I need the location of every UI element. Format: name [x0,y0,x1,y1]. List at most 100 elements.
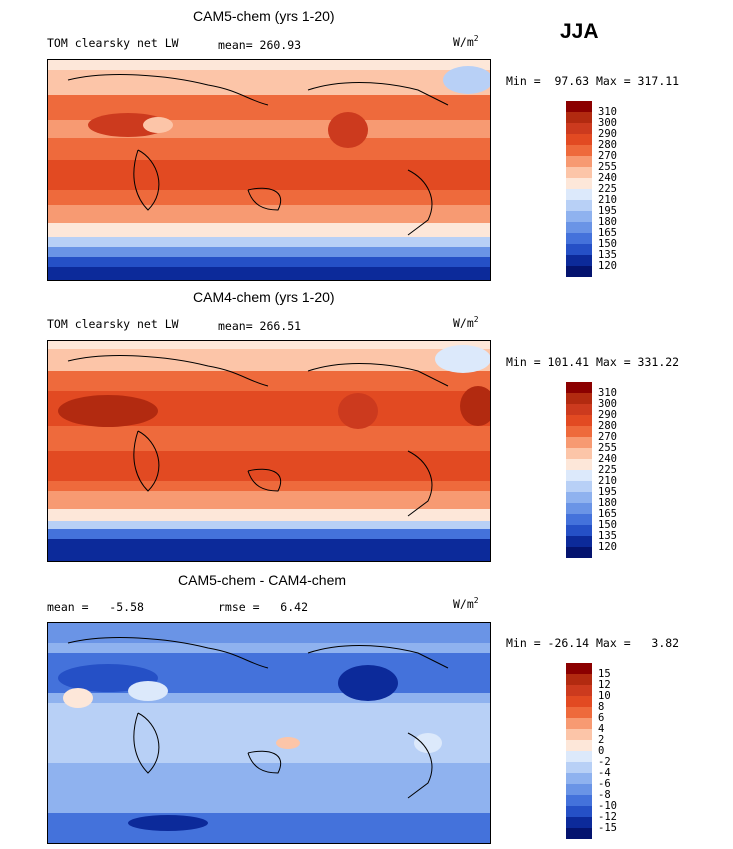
panel3-colorbar-label: -6 [598,778,611,790]
panel2-colorbar-cell [566,536,592,547]
panel2-title: CAM4-chem (yrs 1-20) [193,289,335,305]
panel2-colorbar-cell [566,470,592,481]
panel3-colorbar-label: -2 [598,756,611,768]
panel1-colorbar-label: 195 [598,205,617,217]
panel2-colorbar-label: 280 [598,420,617,432]
panel2-colorbar-label: 195 [598,486,617,498]
panel3-colorbar-cell [566,718,592,729]
panel1-colorbar-label: 290 [598,128,617,140]
panel3-colorbar-cell [566,828,592,839]
panel3-minmax: Min = -26.14 Max = 3.82 [506,636,680,650]
panel2-colorbar-label: 135 [598,530,617,542]
panel3-mean-label: mean = -5.58 [47,600,144,614]
panel1-colorbar-cell [566,178,592,189]
panel3-colorbar-cell [566,740,592,751]
panel3-colorbar-cell [566,696,592,707]
panel1-colorbar-label: 120 [598,260,617,272]
panel3-colorbar-cell [566,817,592,828]
panel3-units: W/m2 [453,596,479,611]
panel2-colorbar-cell [566,448,592,459]
panel1-colorbar-cell [566,211,592,222]
panel1-colorbar-cell [566,112,592,123]
panel3-map [47,622,491,844]
panel3-colorbar-cell [566,751,592,762]
panel2-colorbar-label: 180 [598,497,617,509]
panel3-colorbar-cell [566,663,592,674]
panel2-colorbar-label: 310 [598,387,617,399]
panel3-colorbar-cell [566,806,592,817]
panel1-colorbar-label: 225 [598,183,617,195]
panel3-colorbar-label: 2 [598,734,605,746]
panel2-map [47,340,491,562]
panel1-colorbar-label: 255 [598,161,617,173]
panel3-colorbar-cell [566,762,592,773]
panel1-colorbar-label: 280 [598,139,617,151]
panel2-colorbar-cell [566,503,592,514]
panel1-colorbar-cell [566,233,592,244]
panel1-colorbar-label: 150 [598,238,617,250]
panel3-colorbar-cell [566,773,592,784]
panel2-colorbar-label: 210 [598,475,617,487]
panel2-mean-label: mean= 266.51 [218,319,302,333]
panel1-colorbar-cell [566,101,592,112]
panel1-colorbar-cell [566,145,592,156]
panel2-units: W/m2 [453,315,479,330]
panel3-colorbar-label: -4 [598,767,611,779]
panel2-colorbar-label: 225 [598,464,617,476]
panel2-colorbar-cell [566,404,592,415]
panel1-colorbar-cell [566,255,592,266]
panel1-colorbar-cell [566,266,592,277]
panel3-colorbar-label: 6 [598,712,605,724]
panel1-colorbar-cell [566,156,592,167]
panel3-title: CAM5-chem - CAM4-chem [178,572,347,588]
panel2-variable-label: TOM clearsky net LW [47,317,179,331]
panel1-units: W/m2 [453,34,479,49]
panel1-colorbar-cell [566,167,592,178]
panel3-colorbar-label: 4 [598,723,605,735]
panel2-colorbar-label: 255 [598,442,617,454]
panel1-colorbar-cell [566,134,592,145]
panel2-colorbar-cell [566,415,592,426]
panel1-colorbar-cell [566,200,592,211]
panel3-colorbar-cell [566,784,592,795]
panel3-colorbar-cell [566,729,592,740]
panel1-map-svg [48,60,490,280]
panel3-colorbar-label: 10 [598,690,611,702]
panel2-colorbar-cell [566,437,592,448]
panel1-colorbar-label: 210 [598,194,617,206]
panel2-colorbar-cell [566,481,592,492]
panel1-colorbar-label: 240 [598,172,617,184]
panel3-rmse-label: rmse = 6.42 [218,600,309,614]
panel1-colorbar-label: 165 [598,227,617,239]
panel2-colorbar-label: 165 [598,508,617,520]
panel1-colorbar-cell [566,123,592,134]
panel2-colorbar-cell [566,382,592,393]
panel3-colorbar-cell [566,674,592,685]
panel1-map [47,59,491,281]
panel1-colorbar-cell [566,189,592,200]
panel3-colorbar-cell [566,707,592,718]
panel3-colorbar-label: -12 [598,811,617,823]
season-label: JJA [560,20,599,43]
panel2-colorbar-cell [566,393,592,404]
panel3-colorbar-label: 0 [598,745,605,757]
panel3-colorbar-label: -10 [598,800,617,812]
panel2-colorbar-cell [566,426,592,437]
panel2-map-svg [48,341,490,561]
panel1-colorbar-label: 180 [598,216,617,228]
panel1-colorbar-label: 270 [598,150,617,162]
panel1-mean-label: mean= 260.93 [218,38,302,52]
panel2-colorbar-label: 120 [598,541,617,553]
panel2-colorbar-label: 240 [598,453,617,465]
panel3-colorbar-label: -15 [598,822,617,834]
panel1-colorbar-cell [566,222,592,233]
panel1-colorbar-label: 300 [598,117,617,129]
panel2-colorbar-label: 290 [598,409,617,421]
panel2-colorbar-cell [566,547,592,558]
panel2-colorbar-label: 300 [598,398,617,410]
panel2-minmax: Min = 101.41 Max = 331.22 [506,355,680,369]
panel3-colorbar-label: 15 [598,668,611,680]
panel2-colorbar-cell [566,492,592,503]
panel1-colorbar-label: 310 [598,106,617,118]
panel2-colorbar-cell [566,459,592,470]
